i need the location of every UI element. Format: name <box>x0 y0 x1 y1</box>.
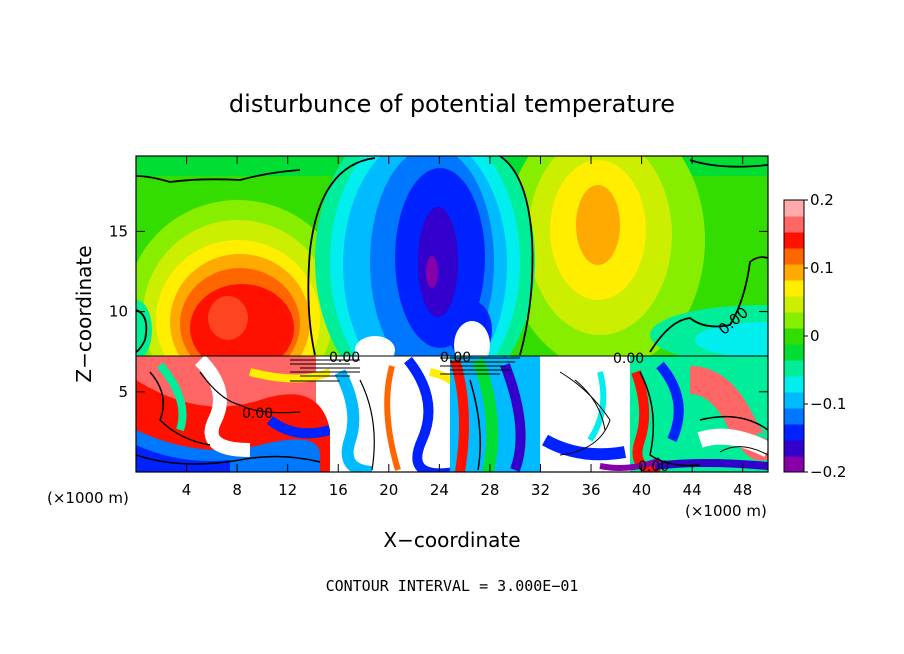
colorbar-swatch <box>784 200 804 217</box>
x-tick-label: 48 <box>733 481 752 499</box>
colorbar-tick-label: −0.1 <box>810 395 846 413</box>
colorbar-swatch <box>784 296 804 313</box>
colorbar-tick-label: −0.2 <box>810 463 846 481</box>
contour-label: 0.00 <box>613 351 644 367</box>
x-tick-label: 4 <box>182 481 192 499</box>
colorbar-ticks: 0.2 0.1 0 −0.1 −0.2 <box>804 191 846 481</box>
chart-title: disturbunce of potential temperature <box>229 90 675 118</box>
x-tick-label: 32 <box>531 481 550 499</box>
colorbar-swatch <box>784 280 804 297</box>
x-tick-label: 8 <box>232 481 242 499</box>
contour-interval-note: CONTOUR INTERVAL = 3.000E−01 <box>326 577 579 595</box>
colorbar-swatch <box>784 360 804 377</box>
x-tick-label: 20 <box>379 481 398 499</box>
colorbar-swatch <box>784 248 804 265</box>
colorbar-tick-label: 0.1 <box>810 259 834 277</box>
colorbar-swatch <box>784 440 804 457</box>
x-tick-label: 12 <box>278 481 297 499</box>
y-axis-label: Z−coordinate <box>72 245 96 382</box>
colorbar-swatch <box>784 408 804 425</box>
colorbar-swatch <box>784 232 804 249</box>
plot-frame <box>135 155 769 473</box>
x-ticks: 4 8 12 16 20 24 28 32 36 40 44 48 <box>182 156 752 499</box>
y-tick-label: 5 <box>118 383 128 401</box>
y-tick-label: 10 <box>109 303 128 321</box>
x-tick-label: 24 <box>430 481 449 499</box>
lower-field <box>136 356 768 472</box>
contour-lines <box>136 156 768 471</box>
x-tick-label: 40 <box>632 481 651 499</box>
colorbar-tick-label: 0.2 <box>810 191 834 209</box>
contour-label: 0.00 <box>638 459 669 475</box>
x-tick-label: 16 <box>329 481 348 499</box>
colorbar-swatch <box>784 264 804 281</box>
x-tick-label: 28 <box>480 481 499 499</box>
contour-label: 0.00 <box>440 350 471 366</box>
colorbar-swatch <box>784 392 804 409</box>
colorbar-swatch <box>784 376 804 393</box>
x-axis-label: X−coordinate <box>383 528 520 552</box>
y-ticks: 5 10 15 <box>109 222 768 401</box>
x-tick-label: 36 <box>581 481 600 499</box>
contour-label: 0.00 <box>242 406 273 422</box>
colorbar-swatch <box>784 456 804 473</box>
colorbar-swatch <box>784 312 804 329</box>
colorbar-tick-label: 0 <box>810 327 820 345</box>
colorbar-swatch <box>784 344 804 361</box>
colorbar-swatch <box>784 424 804 441</box>
plot-area <box>136 156 768 472</box>
contour-label: 0.00 <box>329 350 360 366</box>
y-tick-label: 15 <box>109 222 128 240</box>
x-tick-label: 44 <box>683 481 702 499</box>
colorbar-swatch <box>784 328 804 345</box>
colorbar-swatch <box>784 216 804 233</box>
x-unit-left: (×1000 m) <box>47 489 129 507</box>
x-unit-right: (×1000 m) <box>685 502 767 520</box>
colorbar <box>783 199 805 473</box>
